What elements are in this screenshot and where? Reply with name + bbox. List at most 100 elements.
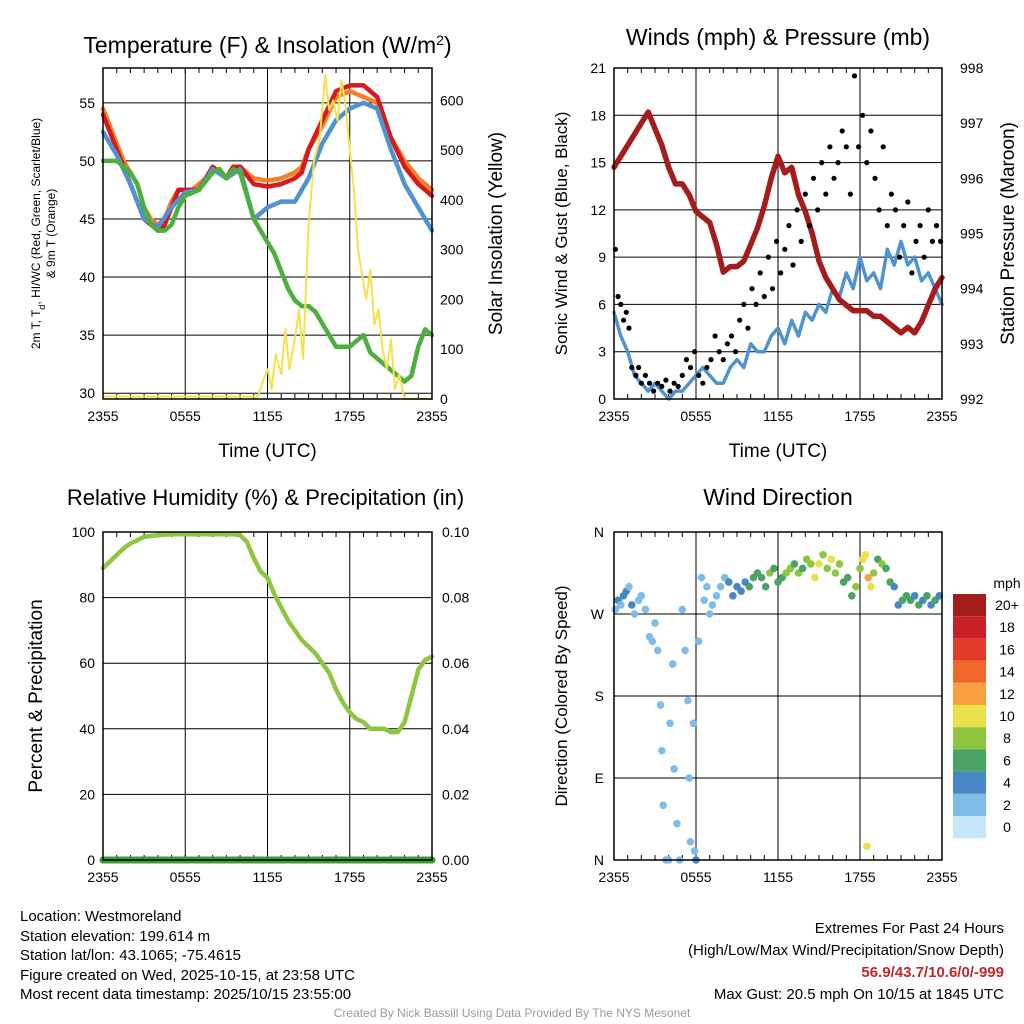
gust-point-30 <box>724 341 731 347</box>
direction-point-51 <box>761 582 770 591</box>
colorbar-label-4: 12 <box>999 686 1015 702</box>
y-left-tick-1-2: 40 <box>79 269 95 285</box>
credit-text: Created By Nick Bassill Using Data Provi… <box>333 1006 691 1020</box>
direction-point-72 <box>848 592 856 600</box>
direction-point-17 <box>659 801 667 810</box>
y-left-tick-3-2: 40 <box>79 721 95 737</box>
x-tick-label-2-3: 1755 <box>844 408 875 424</box>
y-right-tick-1-5: 500 <box>440 142 464 158</box>
x-axis-label-2: Time (UTC) <box>729 441 828 462</box>
direction-point-30 <box>689 719 698 728</box>
x-tick-label-3-2: 1155 <box>252 869 282 885</box>
gust-point-48 <box>798 238 804 244</box>
extremes-title: Extremes For Past 24 Hours <box>814 920 1004 937</box>
direction-point-27 <box>684 696 692 705</box>
gust-point-9 <box>638 380 644 386</box>
direction-point-37 <box>705 610 714 618</box>
gust-point-77 <box>917 223 923 229</box>
direction-point-10 <box>641 605 650 614</box>
y-right-tick-2-5: 997 <box>960 115 984 131</box>
y-axis-left-label-4: Direction (Colored By Speed) <box>552 585 571 806</box>
x-tick-label-3-4: 2355 <box>416 869 447 885</box>
x-tick-label-4-3: 1755 <box>844 869 875 885</box>
chart-title-2: Winds (mph) & Pressure (mb) <box>626 24 930 50</box>
gust-point-75 <box>909 270 915 276</box>
gust-point-74 <box>905 199 911 205</box>
gust-point-63 <box>860 112 866 118</box>
x-tick-label-4-0: 2355 <box>598 869 629 885</box>
direction-point-71 <box>843 573 852 582</box>
direction-point-35 <box>700 596 708 605</box>
direction-point-23 <box>673 819 681 828</box>
y-right-tick-3-4: 0.08 <box>442 590 469 606</box>
gust-point-29 <box>720 357 726 363</box>
y-axis-left-label-2: Sonic Wind & Gust (Blue, Black) <box>552 112 571 356</box>
gust-point-43 <box>778 270 784 276</box>
y-left-tick-1-5: 55 <box>79 95 95 111</box>
x-tick-label-4-2: 1155 <box>763 869 793 885</box>
y-left-tick-2-7: 21 <box>590 60 606 76</box>
gust-point-44 <box>782 246 788 252</box>
direction-point-29 <box>686 838 695 846</box>
direction-point-68 <box>831 569 840 577</box>
gust-point-52 <box>815 207 821 213</box>
gust-point-13 <box>655 380 661 386</box>
gust-point-61 <box>851 73 858 79</box>
speed-colorbar: mph 20+ 18 16 14 12 10 8 6 4 2 0 <box>953 575 1021 839</box>
direction-point-38 <box>708 601 717 609</box>
gust-point-4 <box>623 309 629 315</box>
gust-point-14 <box>659 383 665 389</box>
gust-point-17 <box>671 380 677 386</box>
y-direction-tick-4: N <box>594 524 604 540</box>
gust-point-72 <box>897 254 903 260</box>
gust-point-2 <box>618 301 624 307</box>
plot-frame-2 <box>613 67 943 400</box>
y-right-tick-2-4: 996 <box>960 170 984 186</box>
direction-point-66 <box>823 564 831 573</box>
direction-point-2 <box>617 601 625 609</box>
y-right-tick-3-2: 0.04 <box>442 721 469 737</box>
gust-point-21 <box>687 364 694 371</box>
y-left-tick-3-3: 60 <box>79 655 95 671</box>
gust-point-80 <box>929 238 936 244</box>
gust-point-33 <box>737 317 743 323</box>
gust-point-64 <box>864 160 870 166</box>
direction-point-96 <box>863 842 871 851</box>
y-left-tick-3-4: 80 <box>79 590 95 606</box>
colorbar-label-5: 10 <box>999 708 1015 724</box>
gust-point-78 <box>921 254 927 260</box>
x-tick-label-3-1: 0555 <box>170 869 201 885</box>
direction-point-62 <box>807 560 815 568</box>
direction-point-14 <box>653 646 662 655</box>
gust-point-19 <box>679 372 685 378</box>
latlon-text: Station lat/lon: 43.1065; -75.4615 <box>20 947 242 965</box>
gust-point-42 <box>774 238 780 244</box>
direction-point-45 <box>737 587 745 595</box>
direction-point-77 <box>864 573 872 582</box>
y-left-tick-1-0: 30 <box>79 385 95 401</box>
gust-point-7 <box>633 372 639 378</box>
y-left-tick-3-5: 100 <box>72 524 96 540</box>
gust-point-55 <box>827 144 833 150</box>
colorbar-swatch-6 <box>953 727 986 750</box>
ylabel-sub: d <box>37 305 47 310</box>
direction-point-79 <box>869 569 878 577</box>
y-left-tick-1-4: 50 <box>79 153 95 169</box>
gust-point-57 <box>835 160 841 166</box>
gust-point-45 <box>786 223 792 229</box>
y-right-tick-1-1: 100 <box>440 341 464 357</box>
gust-point-49 <box>802 191 808 197</box>
colorbar-swatch-1 <box>953 616 986 639</box>
chart-title-3: Relative Humidity (%) & Precipitation (i… <box>67 485 464 510</box>
station-info: Location: Westmoreland Station elevation… <box>20 907 355 1005</box>
direction-point-76 <box>861 551 870 559</box>
direction-point-43 <box>729 592 737 600</box>
y-right-tick-2-1: 993 <box>960 336 984 352</box>
direction-point-63 <box>811 573 819 582</box>
humidity-series-rh <box>100 532 435 735</box>
gust-point-3 <box>621 317 627 323</box>
direction-point-92 <box>923 592 931 600</box>
colorbar-swatch-10 <box>953 816 986 839</box>
humidity-panel: 2355 0555 1155 1755 23550204060801000.000.02… <box>26 485 469 885</box>
